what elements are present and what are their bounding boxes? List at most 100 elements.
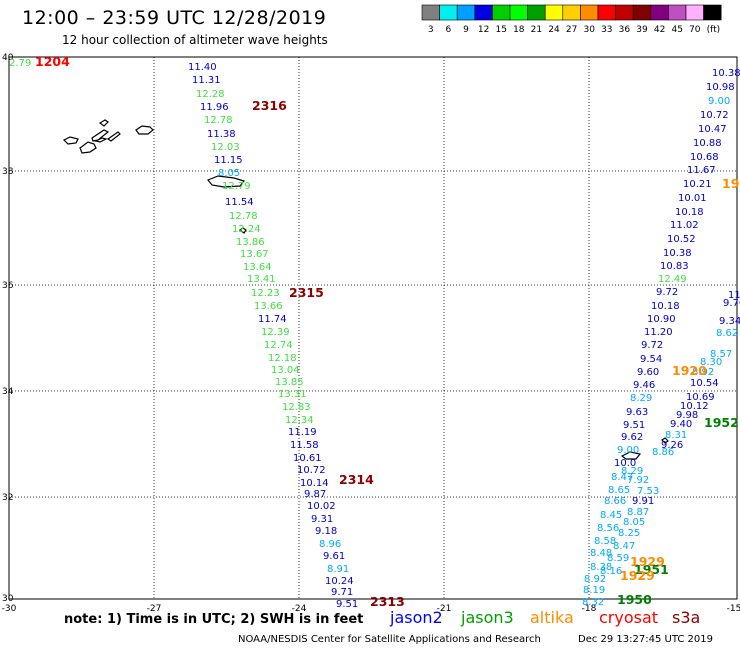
- wave-height-label: 11.15: [214, 155, 243, 166]
- wave-height-label: 13.31: [278, 389, 307, 400]
- wave-height-label: 10.21: [683, 179, 712, 190]
- wave-height-label: 10.72: [297, 465, 326, 476]
- sao-miguel-island-outline: [207, 175, 246, 188]
- wave-height-label: 10.98: [706, 82, 735, 93]
- generated-timestamp: Dec 29 13:27:45 UTC 2019: [578, 634, 713, 645]
- wave-height-label: 10.47: [698, 124, 727, 135]
- wave-height-label: 8.47: [613, 541, 635, 552]
- wave-height-label: 10.12: [680, 401, 709, 412]
- wave-height-label: 7.92: [627, 475, 649, 486]
- legend-tick-label: 15: [495, 25, 506, 35]
- satellite-s3a-label: s3a: [672, 608, 701, 627]
- wave-height-label: 11.02: [670, 220, 699, 231]
- wave-height-label: 8.92: [692, 367, 714, 378]
- wave-height-label: 10.68: [690, 152, 719, 163]
- legend-tick-label: 33: [601, 25, 612, 35]
- pass-time-label: 1950: [617, 592, 652, 607]
- wave-height-label: 2.79: [9, 58, 31, 69]
- wave-height-label: 12.03: [211, 142, 240, 153]
- legend-tick-label: 70: [689, 25, 701, 35]
- latitude-label: 34: [2, 387, 14, 397]
- wave-height-label: 8.96: [319, 539, 341, 550]
- island-outline: [91, 129, 110, 142]
- wave-height-label: 12.39: [261, 327, 290, 338]
- island-outline: [94, 137, 108, 143]
- wave-height-label: 11.19: [288, 427, 317, 438]
- wave-height-label: 9.76: [723, 298, 740, 309]
- wave-height-label: 11.38: [207, 129, 236, 140]
- wave-height-label: 8.91: [327, 564, 349, 575]
- longitude-label: -30: [2, 604, 17, 614]
- latitude-label: 36: [2, 281, 14, 291]
- wave-height-label: 10.38: [663, 248, 692, 259]
- pass-time-label: 1920: [672, 363, 707, 378]
- wave-height-label: 10.61: [293, 453, 322, 464]
- wave-height-label: 8.29: [621, 466, 643, 477]
- longitude-label: -21: [437, 604, 452, 614]
- wave-height-label: 10.0: [614, 458, 636, 469]
- wave-height-label: 12.74: [264, 340, 293, 351]
- wave-height-label: 8.16: [600, 566, 622, 577]
- wave-height-label: 12.23: [251, 288, 280, 299]
- madeira-island-outline: [620, 451, 642, 460]
- island-outline: [135, 125, 154, 135]
- wave-height-label: 8.87: [627, 507, 649, 518]
- wave-height-label: 8.62: [716, 328, 738, 339]
- wave-height-label: 8.59: [607, 553, 629, 564]
- wave-height-label: 8.45: [600, 510, 622, 521]
- wave-height-label: 11.35: [728, 290, 740, 301]
- satellite-jason2-label: jason2: [390, 608, 443, 627]
- wave-height-label: 11.20: [644, 327, 673, 338]
- island-outline: [98, 119, 109, 127]
- longitude-label: -15: [727, 604, 740, 614]
- wave-height-label: 9.87: [304, 489, 326, 500]
- wave-height-label: 9.18: [315, 526, 337, 537]
- latitude-label: 38: [2, 167, 14, 177]
- satellite-altika-label: altika: [530, 608, 574, 627]
- pass-time-label: 2314: [339, 472, 374, 487]
- wave-height-label: 13.85: [275, 377, 304, 388]
- legend-tick-label: 12: [478, 25, 489, 35]
- pass-time-label: 1204: [35, 54, 70, 69]
- satellite-jason3-label: jason3: [461, 608, 514, 627]
- legend-tick-label: 42: [654, 25, 665, 35]
- wave-height-label: 10.52: [667, 234, 696, 245]
- wave-height-label: 8.57: [710, 349, 732, 360]
- legend-unit: (ft): [707, 25, 721, 35]
- wave-height-label: 9.00: [617, 445, 639, 456]
- wave-height-label: 12.83: [282, 402, 311, 413]
- wave-height-label: 10.01: [678, 193, 707, 204]
- wave-height-label: 12.78: [204, 115, 233, 126]
- wave-height-label: 10.02: [307, 501, 336, 512]
- wave-height-label: 9.40: [670, 419, 692, 430]
- longitude-label: -18: [582, 604, 597, 614]
- pass-time-label: 1929: [630, 554, 665, 569]
- wave-height-label: 11.67: [687, 165, 716, 176]
- wave-height-label: 10.69: [686, 392, 715, 403]
- legend-tick-label: 6: [446, 25, 452, 35]
- legend-tick-label: 27: [566, 25, 577, 35]
- legend-swatch: [703, 4, 722, 21]
- wave-height-label: 12.34: [285, 415, 314, 426]
- legend-tick-label: 24: [548, 25, 560, 35]
- pass-time-label: 1951: [634, 562, 669, 577]
- santa-maria-island-outline: [238, 227, 247, 234]
- wave-height-label: 8.25: [618, 528, 640, 539]
- pass-time-label: 2313: [370, 594, 405, 609]
- wave-height-label: 12.49: [658, 274, 687, 285]
- wave-height-label: 12.79: [222, 181, 251, 192]
- latitude-label: 32: [2, 493, 13, 503]
- wave-height-label: 13.04: [271, 365, 300, 376]
- island-outline: [106, 131, 121, 142]
- map-frame: [8, 56, 738, 600]
- wave-height-label: 9.34: [719, 316, 740, 327]
- credit-line: NOAA/NESDIS Center for Satellite Applica…: [238, 634, 541, 645]
- wave-height-label: 8.86: [652, 447, 674, 458]
- wave-height-label: 8.32: [582, 597, 604, 608]
- legend-tick-label: 3: [428, 25, 434, 35]
- wave-height-label: 10.88: [693, 138, 722, 149]
- wave-height-label: 10.38: [712, 68, 740, 79]
- wave-height-label: 11.74: [258, 314, 287, 325]
- wave-height-label: 12.78: [229, 211, 258, 222]
- pass-time-label: 2315: [289, 285, 324, 300]
